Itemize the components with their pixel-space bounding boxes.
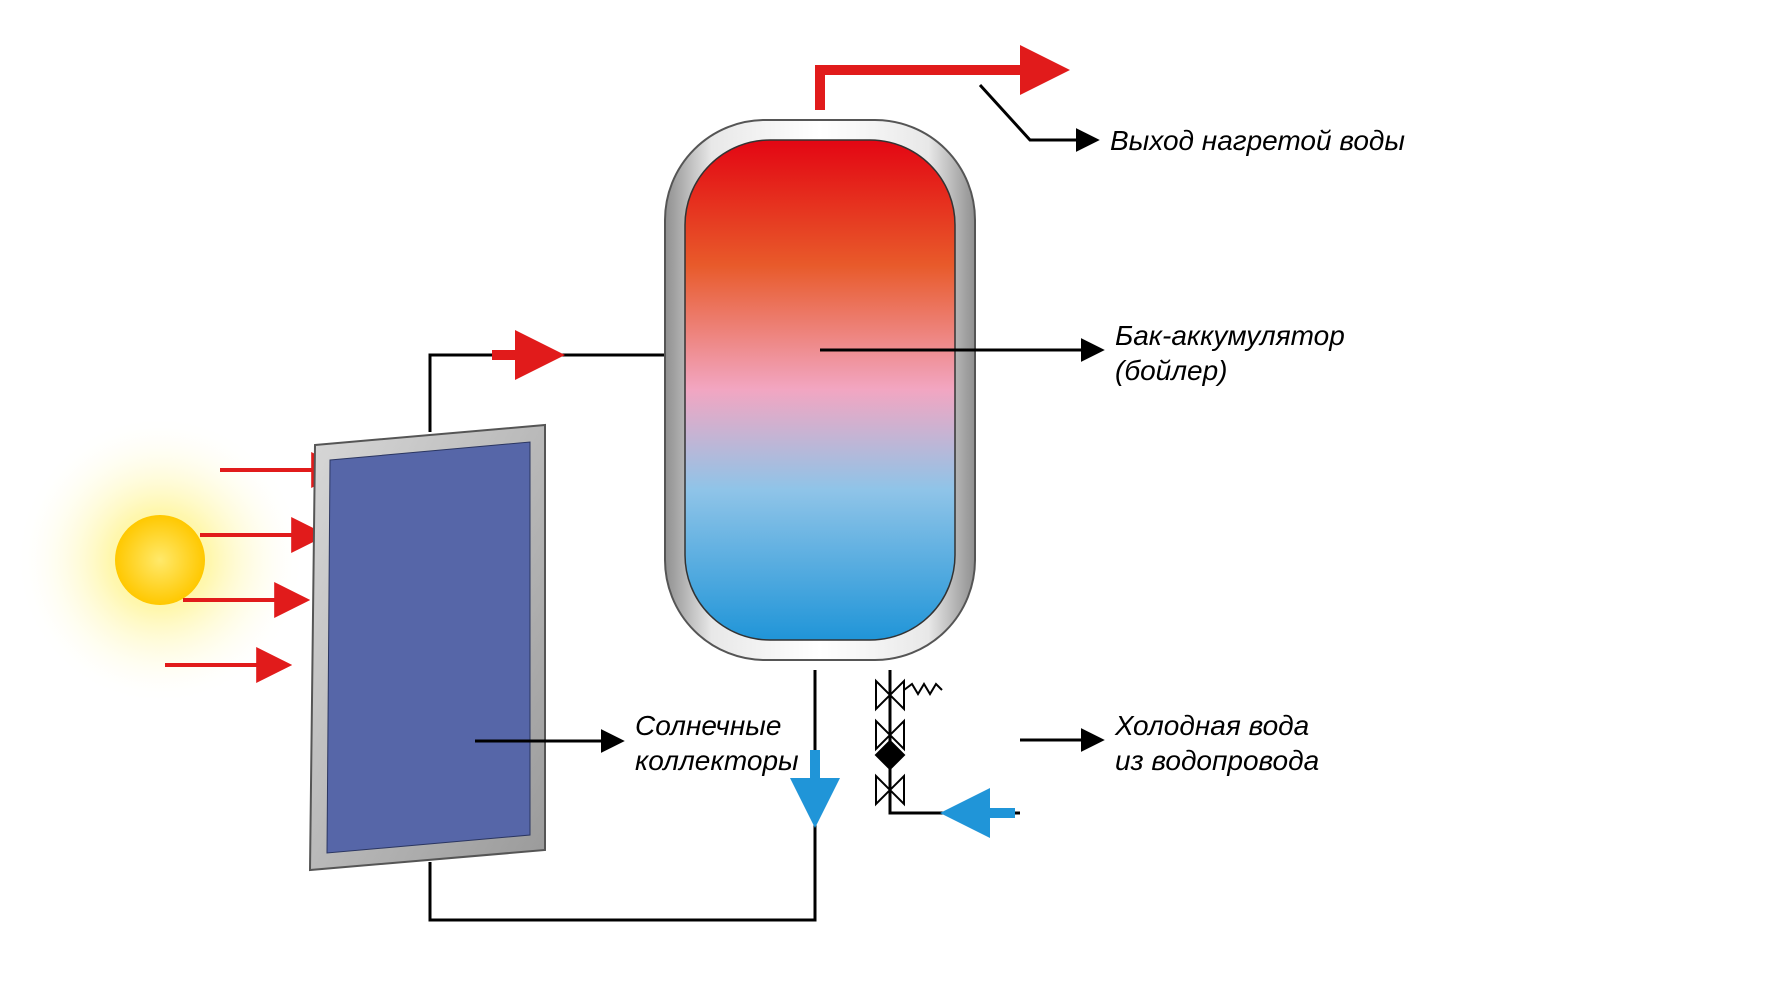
svg-text:Выход нагретой воды: Выход нагретой воды (1110, 125, 1405, 156)
svg-text:Солнечные: Солнечные (635, 710, 781, 741)
sun-icon (15, 415, 305, 705)
solar-collector (310, 425, 545, 870)
svg-text:Холодная вода: Холодная вода (1114, 710, 1309, 741)
svg-text:(бойлер): (бойлер) (1115, 355, 1227, 386)
storage-tank (665, 120, 975, 660)
svg-text:из водопровода: из водопровода (1115, 745, 1319, 776)
svg-text:Бак-аккумулятор: Бак-аккумулятор (1115, 320, 1345, 351)
valve-assembly (876, 680, 942, 805)
svg-text:коллекторы: коллекторы (635, 745, 799, 776)
solar-heating-diagram: Выход нагретой воды Бак-аккумулятор (бойле… (0, 0, 1772, 1003)
